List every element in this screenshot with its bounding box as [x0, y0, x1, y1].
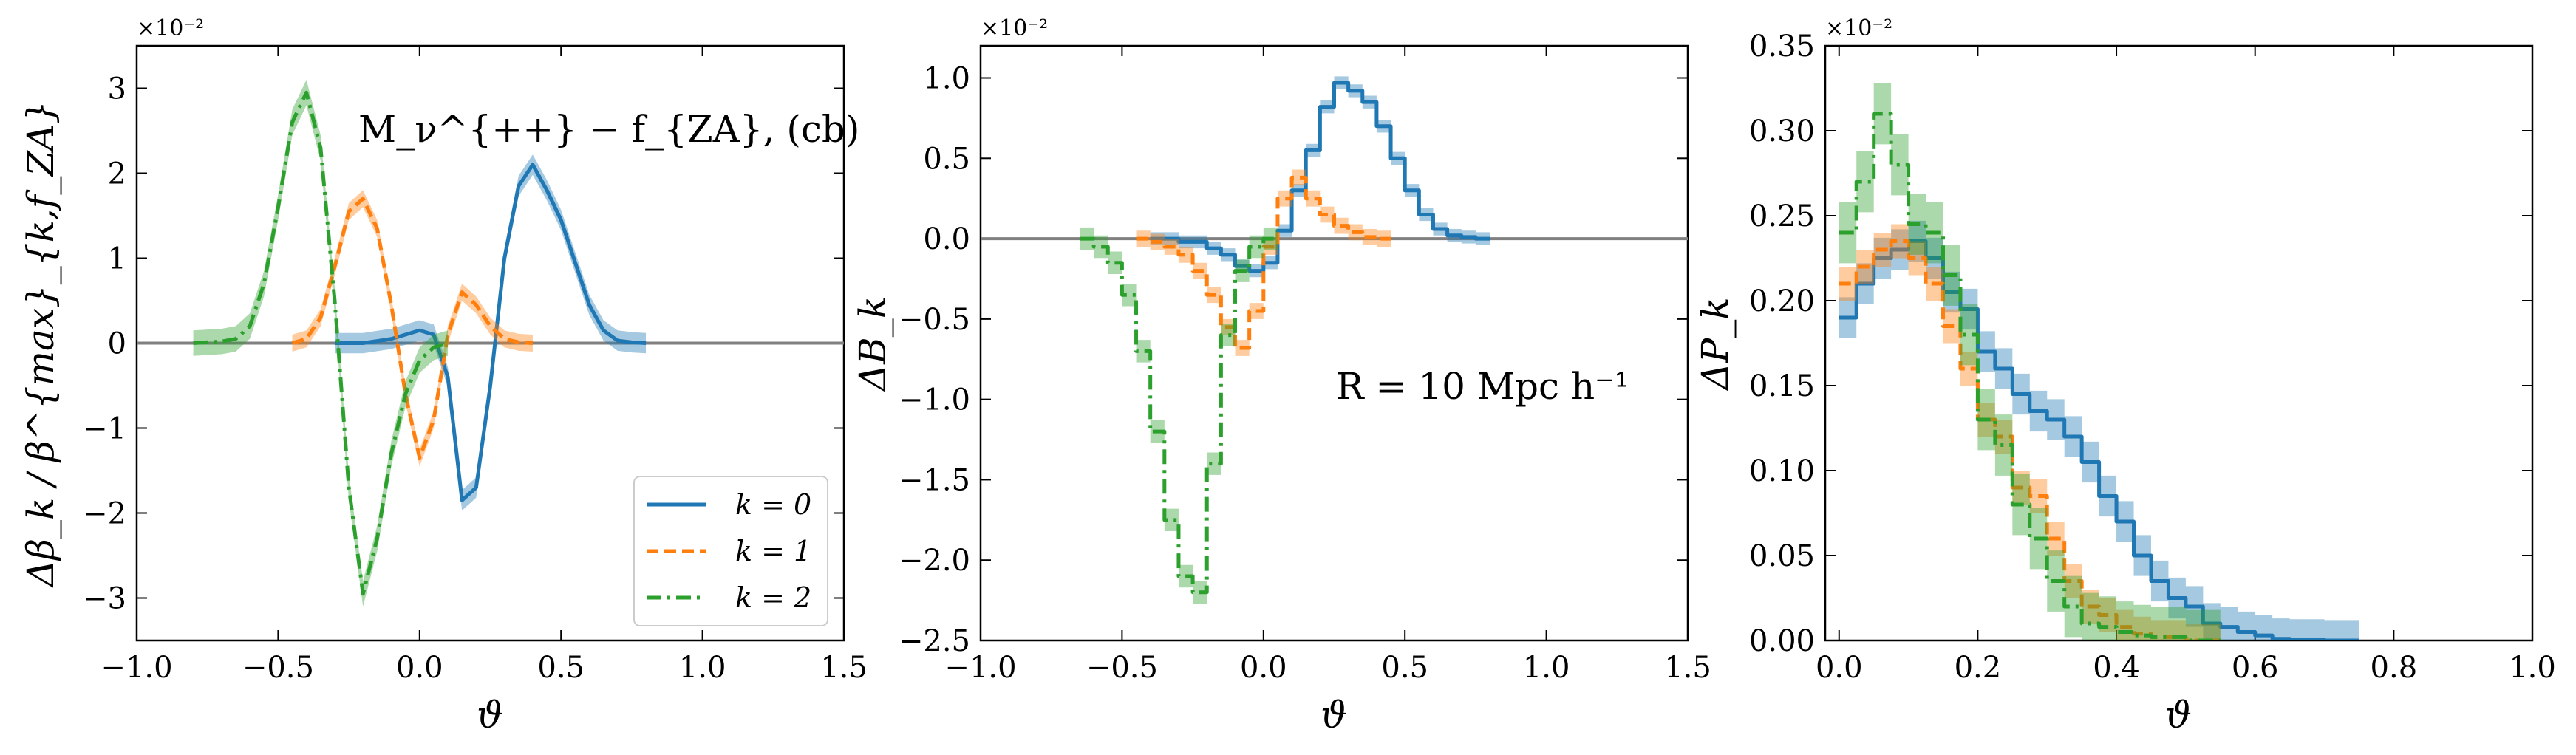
multiplier-label: ×10⁻² [137, 16, 204, 41]
y-tick-label: 0.10 [1749, 454, 1815, 488]
y-tick-label: −0.5 [899, 303, 970, 337]
x-tick-label: 1.0 [1523, 651, 1570, 685]
x-tick-label: 0.6 [2232, 651, 2279, 685]
y-tick-label: −1.0 [899, 383, 970, 417]
series-line-k0 [1150, 81, 1490, 273]
y-tick-label: 0.05 [1749, 539, 1815, 573]
x-tick-label: 0.8 [2371, 651, 2418, 685]
x-tick-label: −0.5 [1086, 651, 1158, 685]
x-axis-label: ϑ [477, 694, 503, 737]
y-tick-label: 0.15 [1749, 369, 1815, 403]
series-line-k2 [1079, 236, 1278, 595]
x-tick-label: 0.2 [1955, 651, 2002, 685]
x-tick-label: 1.5 [1664, 651, 1711, 685]
y-axis-label: ΔB_k [851, 296, 894, 392]
x-tick-label: 0.5 [1381, 651, 1428, 685]
x-tick-label: 0.5 [537, 651, 585, 685]
series-line-k0 [1839, 239, 2359, 640]
y-tick-label: 0.00 [1749, 624, 1815, 658]
series-line-k0 [334, 163, 647, 502]
band-k1 [1839, 224, 2221, 640]
annotation: M_ν^{++} − f_{ZA}, (cb) [358, 108, 859, 151]
x-tick-label: 1.0 [679, 651, 726, 685]
band-k2 [193, 80, 449, 607]
y-tick-label: −1.5 [899, 463, 970, 497]
x-tick-label: −1.0 [100, 651, 172, 685]
x-tick-label: 0.0 [1240, 651, 1287, 685]
x-tick-label: 0.0 [1816, 651, 1863, 685]
x-tick-label: 0.4 [2093, 651, 2140, 685]
y-tick-label: 0.25 [1749, 199, 1815, 233]
panel-left: ×10⁻² M_ν^{++} − f_{ZA}, (cb) ϑ Δβ_k / β… [19, 16, 859, 737]
panel-right: ×10⁻² ϑ ΔP_k [1694, 16, 2534, 737]
multiplier-label: ×10⁻² [1825, 16, 1892, 41]
plot-frame [1824, 44, 2534, 642]
y-tick-label: 1.0 [923, 62, 970, 96]
legend: k = 0 k = 1 k = 2 [633, 476, 828, 626]
legend-box [633, 476, 828, 626]
x-axis-label: ϑ [2165, 694, 2192, 737]
y-tick-label: 2 [108, 157, 126, 191]
legend-label-k1: k = 1 [735, 535, 811, 567]
chart-marks: −1.0 −0.5 0.0 0.5 1.0 1.5 −3 −2 −1 0 1 2 3 −1.0 −0.5 0.… [83, 30, 2556, 685]
y-axis-label: ΔP_k [1694, 297, 1737, 391]
annotation: R = 10 Mpc h⁻¹ [1336, 365, 1629, 408]
y-axis-label: Δβ_k / β^{max}_{k,f_ZA} [19, 100, 62, 588]
x-axis-label: ϑ [1321, 694, 1347, 737]
y-tick-label: 0.35 [1749, 30, 1815, 64]
panel-middle: ×10⁻² R = 10 Mpc h⁻¹ ϑ ΔB_k [851, 16, 1689, 737]
series-line-k2 [193, 90, 449, 596]
series-line-k1 [1839, 239, 2221, 640]
legend-label-k0: k = 0 [735, 488, 811, 521]
y-tick-label: −2.5 [899, 624, 970, 658]
x-tick-label: −0.5 [242, 651, 314, 685]
y-tick-label: 1 [108, 242, 126, 276]
y-tick-label: 0.0 [923, 222, 970, 256]
y-tick-label: −1 [83, 412, 126, 446]
legend-label-k2: k = 2 [735, 581, 811, 614]
band-k2 [1839, 83, 2221, 640]
series-line-k2 [1839, 112, 2221, 640]
series-line-k1 [1136, 175, 1391, 350]
band-k0 [1839, 220, 2359, 640]
y-tick-label: 3 [108, 72, 126, 106]
y-tick-label: −2.0 [899, 544, 970, 578]
y-tick-label: 0 [108, 327, 126, 361]
y-tick-label: −2 [83, 497, 126, 531]
y-tick-label: 0.30 [1749, 115, 1815, 148]
x-tick-label: 1.5 [820, 651, 868, 685]
x-tick-label: 1.0 [2509, 651, 2556, 685]
x-tick-label: −1.0 [944, 651, 1016, 685]
y-tick-label: 0.20 [1749, 284, 1815, 318]
y-tick-label: 0.5 [923, 142, 970, 176]
plot-frame [979, 44, 1689, 642]
y-tick-label: −3 [83, 582, 126, 616]
x-tick-label: 0.0 [396, 651, 443, 685]
multiplier-label: ×10⁻² [981, 16, 1048, 41]
